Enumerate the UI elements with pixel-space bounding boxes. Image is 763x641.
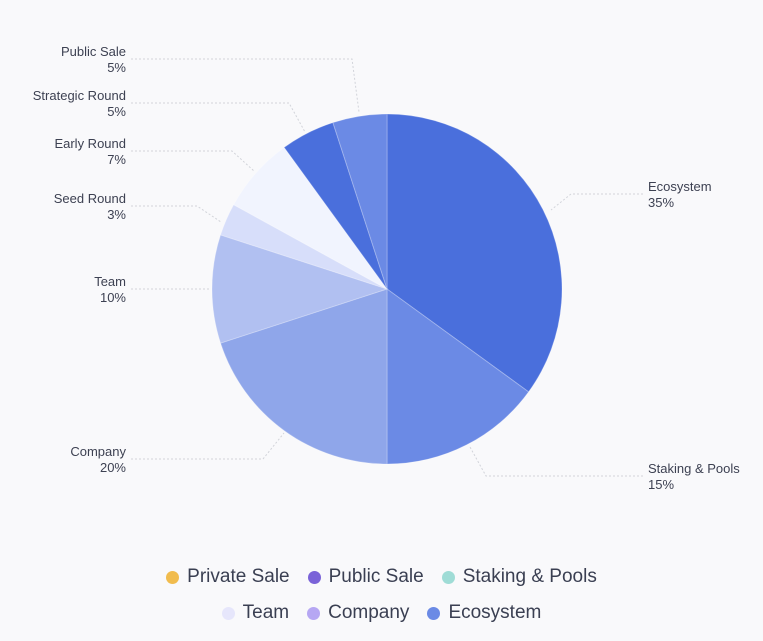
callout-label-seed-round: Seed Round: [54, 191, 126, 206]
callout-label-public-sale: Public Sale: [61, 44, 126, 59]
leader-line-staking-pools: [469, 446, 643, 477]
legend-label-team: Team: [242, 602, 290, 623]
legend-row-2: Team Company Ecosystem: [0, 599, 763, 627]
legend-label-company: Company: [328, 602, 410, 623]
legend-label-private-sale: Private Sale: [187, 566, 290, 587]
pie-slice-seed-round[interactable]: [219, 204, 388, 290]
legend-dot-company: [307, 606, 321, 620]
callout-label-early-round: Early Round: [54, 136, 126, 151]
legend-item-staking-pools[interactable]: Staking & Pools: [441, 566, 597, 588]
pie-slices: [211, 113, 563, 465]
callout-value-seed-round: 3%: [107, 207, 126, 222]
legend-item-private-sale[interactable]: Private Sale: [166, 566, 290, 588]
leader-line-early-round: [131, 150, 255, 172]
leader-line-strategic-round: [131, 102, 306, 133]
legend-dot-public-sale: [307, 570, 321, 584]
legend-dot-ecosystem: [427, 606, 441, 620]
pie-slice-strategic-round[interactable]: [283, 121, 388, 290]
callout-value-staking-pools: 15%: [648, 477, 674, 492]
leader-line-company: [131, 432, 285, 460]
callout-label-strategic-round: Strategic Round: [33, 88, 126, 103]
leader-line-seed-round: [131, 205, 222, 223]
pie-slice-ecosystem[interactable]: [386, 113, 563, 393]
callout-value-company: 20%: [100, 460, 126, 475]
legend-item-ecosystem[interactable]: Ecosystem: [427, 602, 541, 624]
callout-value-public-sale: 5%: [107, 60, 126, 75]
callout-value-early-round: 7%: [107, 152, 126, 167]
pie-slice-public-sale[interactable]: [332, 113, 388, 290]
callout-value-strategic-round: 5%: [107, 104, 126, 119]
callout-label-ecosystem: Ecosystem: [648, 179, 712, 194]
pie-slice-staking-pools[interactable]: [386, 288, 530, 465]
legend-item-public-sale[interactable]: Public Sale: [307, 566, 424, 588]
legend-label-public-sale: Public Sale: [328, 566, 424, 587]
callout-label-company: Company: [70, 444, 126, 459]
callout-value-ecosystem: 35%: [648, 195, 674, 210]
pie-slice-company[interactable]: [219, 288, 388, 465]
legend-dot-team: [221, 606, 235, 620]
pie-slice-team[interactable]: [211, 234, 389, 344]
callout-label-staking-pools: Staking & Pools: [648, 461, 740, 476]
legend-item-team[interactable]: Team: [221, 602, 290, 624]
legend-dot-staking-pools: [441, 570, 455, 584]
legend-label-ecosystem: Ecosystem: [448, 602, 542, 623]
leader-line-public-sale: [131, 58, 360, 113]
callout-value-team: 10%: [100, 290, 126, 305]
legend-item-company[interactable]: Company: [307, 602, 409, 624]
leader-line-ecosystem: [550, 193, 643, 211]
pie-slice-early-round[interactable]: [232, 146, 388, 290]
legend-row-1: Private Sale Public Sale Staking & Pools: [0, 563, 763, 591]
legend-dot-private-sale: [166, 570, 180, 584]
legend-label-staking-pools: Staking & Pools: [462, 566, 597, 587]
callout-label-team: Team: [94, 274, 126, 289]
